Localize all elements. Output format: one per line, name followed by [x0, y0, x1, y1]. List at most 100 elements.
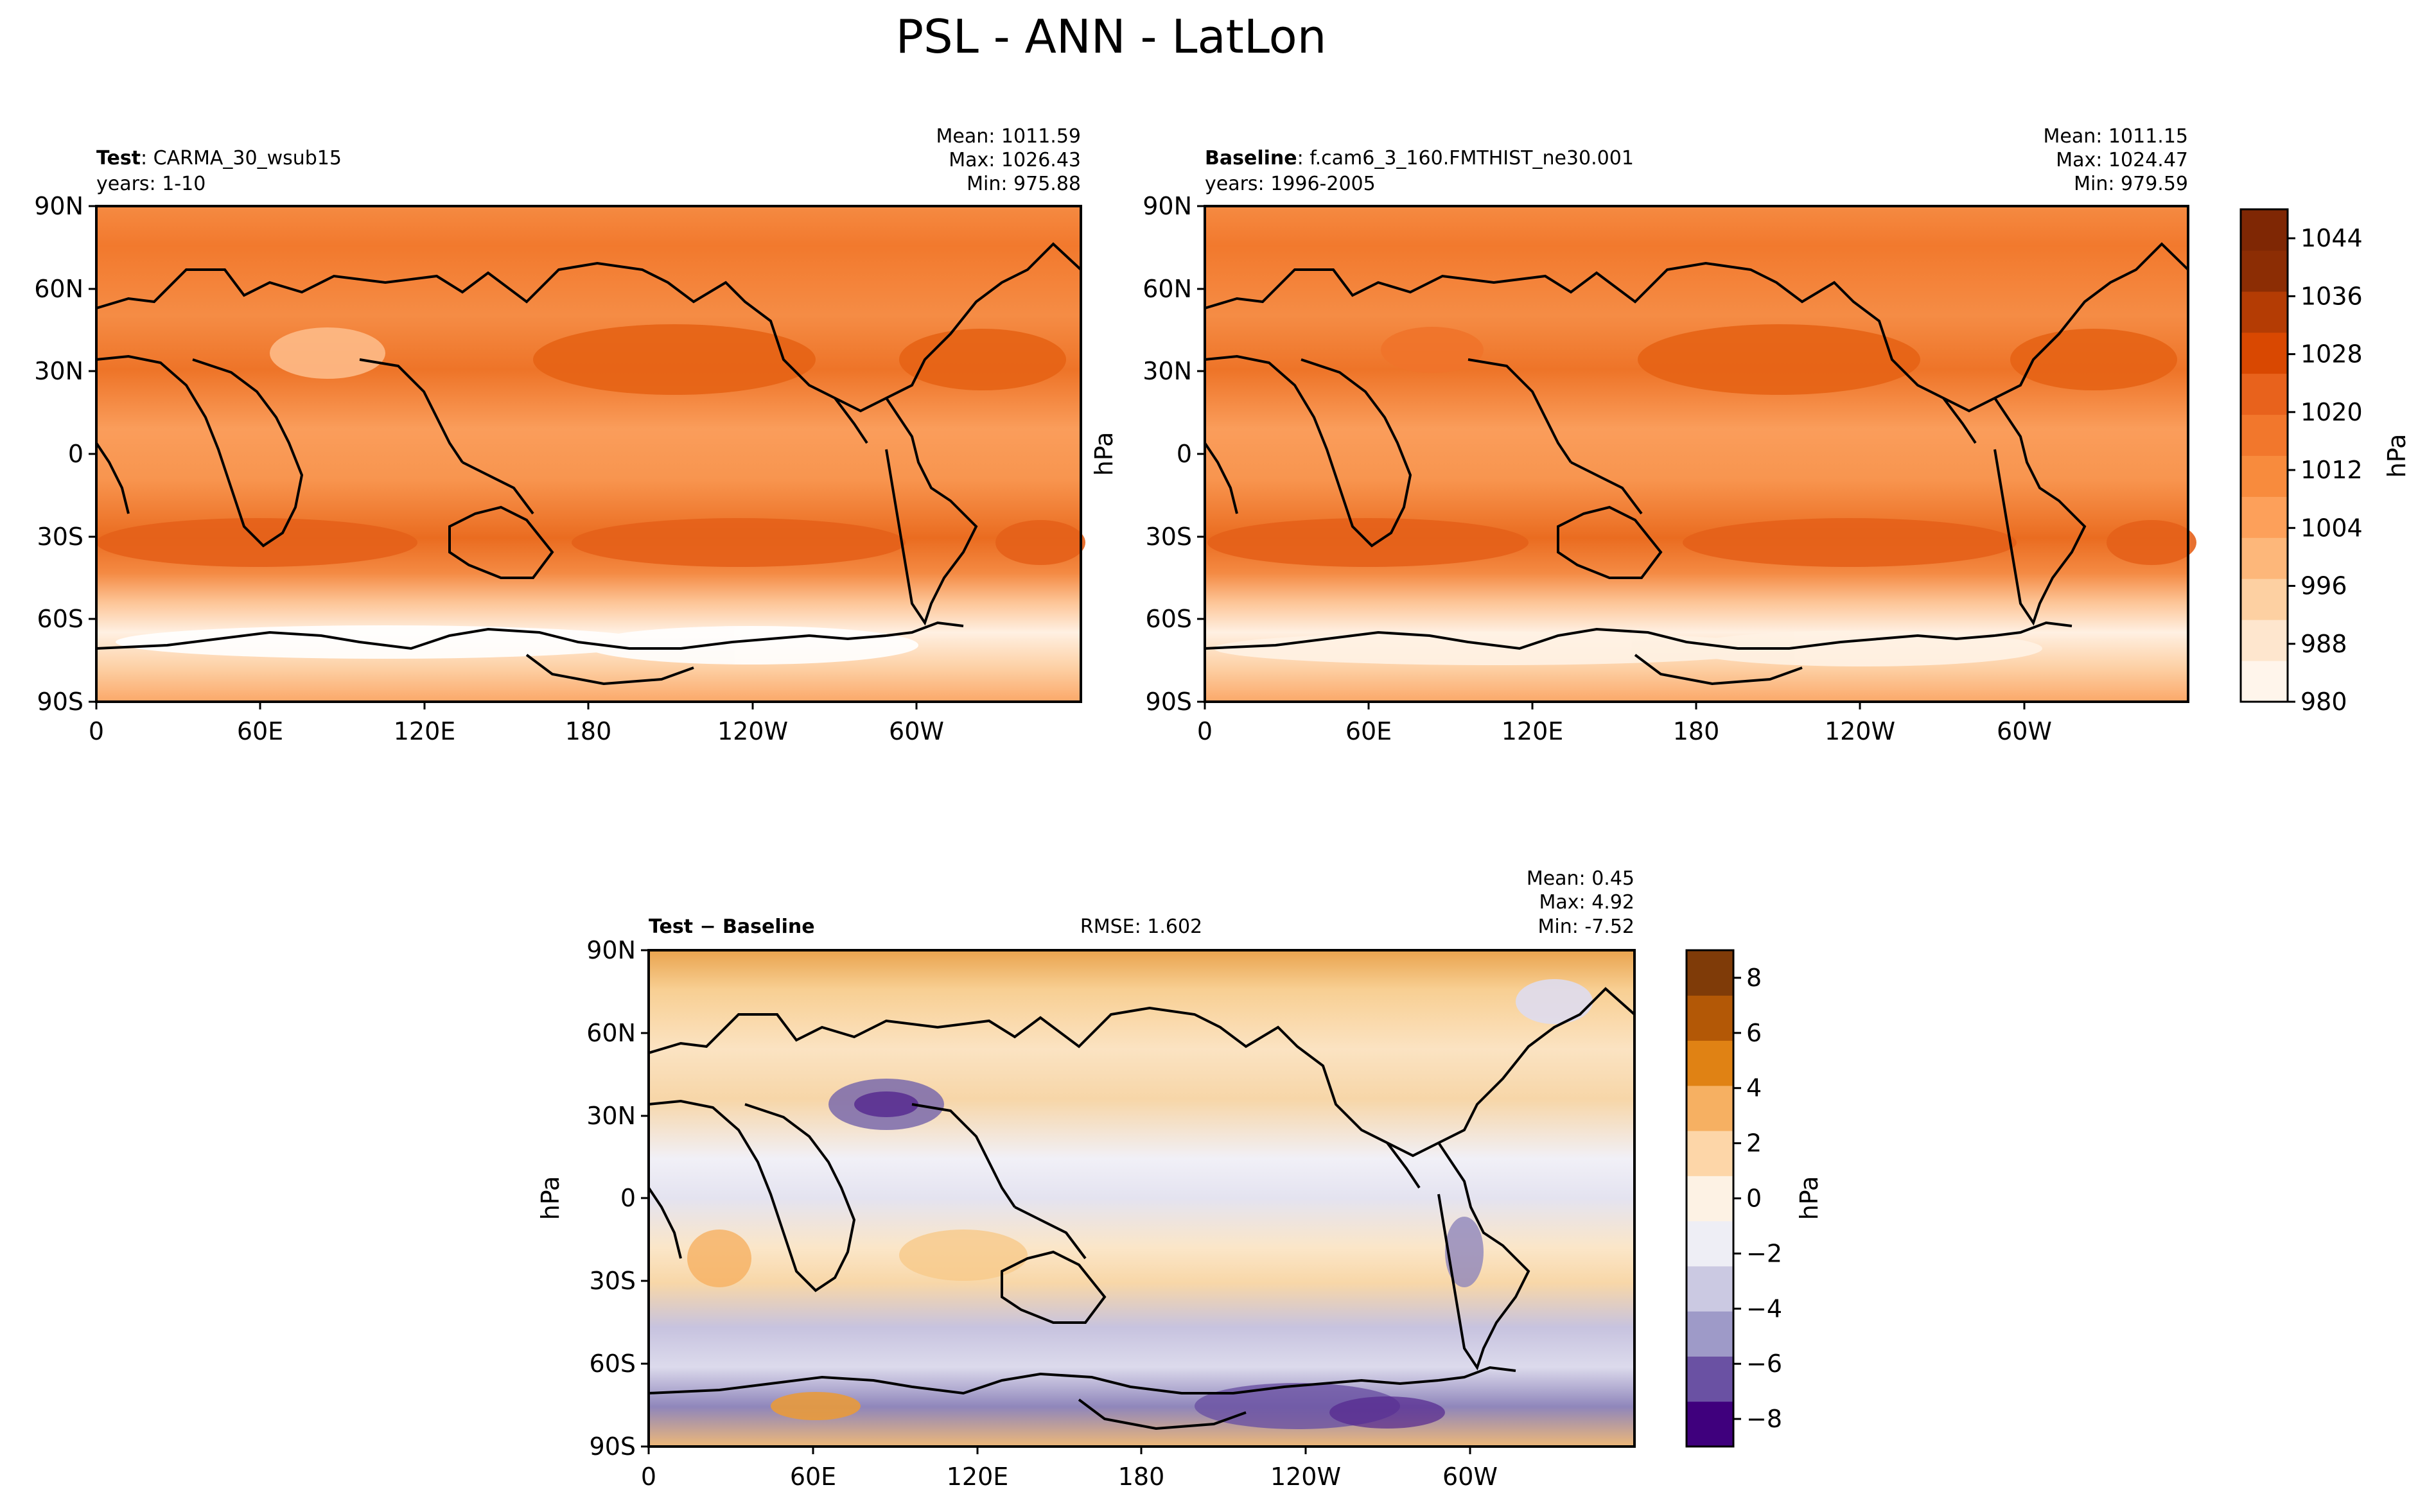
baseline-ylabel: hPa [1090, 432, 1118, 476]
test-map-features [96, 324, 1085, 665]
diff-colorbar-tick-label: −8 [1746, 1405, 1782, 1433]
diff-colorbar-tick-label: 8 [1746, 964, 1762, 992]
diff-colorbar-tick-label: −6 [1746, 1350, 1782, 1378]
test-lon-tick: 60E [237, 717, 283, 745]
baseline-map-field [1205, 206, 2188, 702]
baseline-lat-ticks: 90N 60N 30N 0 30S 60S 90S [1143, 192, 1205, 716]
main-colorbar-tick-label: 988 [2300, 630, 2347, 658]
diff-colorbar-band [1687, 1221, 1733, 1267]
diff-map-field [649, 950, 1634, 1447]
diff-colorbar-band [1687, 1176, 1733, 1222]
baseline-lon-tick: 120E [1502, 717, 1564, 745]
diff-lon-tick: 60E [790, 1463, 836, 1491]
test-case-name: : CARMA_30_wsub15 [141, 147, 342, 169]
baseline-lon-tick: 60W [1997, 717, 2052, 745]
main-colorbar-tick-label: 1036 [2300, 282, 2363, 310]
baseline-lon-tick: 0 [1197, 717, 1213, 745]
diff-lat-tick: 30N [586, 1102, 636, 1130]
diff-lat-ticks: 90N 60N 30N 0 30S 60S 90S [586, 936, 649, 1461]
diff-lon-ticks: 0 60E 120E 180 120W 60W [641, 1447, 1498, 1491]
main-colorbar-band [2241, 332, 2288, 374]
baseline-lat-tick: 0 [1177, 440, 1192, 468]
main-colorbar-tick-label: 1028 [2300, 340, 2363, 369]
test-lat-tick: 90S [37, 688, 83, 716]
diff-colorbar-unit: hPa [1795, 1176, 1823, 1221]
svg-text:Baseline: f.cam6_3_160.FMTHIST: Baseline: f.cam6_3_160.FMTHIST_ne30.001 [1205, 147, 1634, 169]
diff-lon-tick: 0 [641, 1463, 656, 1491]
diff-colorbar-band [1687, 1356, 1733, 1402]
diff-coastlines [647, 987, 1636, 1430]
test-max: Max: 1026.43 [949, 149, 1081, 171]
figure-title: PSL - ANN - LatLon [896, 10, 1327, 64]
baseline-case-name: : f.cam6_3_160.FMTHIST_ne30.001 [1297, 147, 1634, 169]
baseline-lon-ticks: 0 60E 120E 180 120W 60W [1197, 702, 2052, 745]
diff-map-features [687, 979, 1593, 1429]
baseline-label: Baseline [1205, 147, 1297, 169]
diff-colorbar-band [1687, 995, 1733, 1041]
baseline-lat-tick: 60N [1143, 275, 1192, 303]
diff-lon-tick: 120E [947, 1463, 1009, 1491]
diff-lat-tick: 60N [586, 1019, 636, 1047]
diff-colorbar-tick-label: 6 [1746, 1019, 1762, 1047]
main-colorbar-tick-label: 1020 [2300, 398, 2363, 426]
main-colorbar-ticks: 1044 1036 1028 1020 1012 1004 996 988 980 [2288, 224, 2363, 716]
diff-ylabel: hPa [536, 1176, 565, 1221]
diff-colorbar: 8 6 4 2 0 −2 −4 −6 −8 hPa [1685, 949, 1823, 1448]
main-colorbar-frame [2239, 208, 2289, 703]
main-colorbar-band [2241, 291, 2288, 333]
test-lat-ticks: 90N 60N 30N 0 30S 60S 90S [34, 192, 96, 716]
test-mean: Mean: 1011.59 [936, 125, 1081, 148]
main-colorbar-bands [2241, 209, 2288, 702]
diff-lon-tick: 60W [1442, 1463, 1498, 1491]
baseline-lat-tick: 90N [1143, 192, 1192, 220]
test-lon-ticks: 0 60E 120E 180 120W 60W [89, 702, 944, 745]
diff-lat-tick: 90N [586, 936, 636, 964]
diff-colorbar-band [1687, 1085, 1733, 1131]
test-coastlines [95, 242, 1082, 686]
diff-colorbar-band [1687, 1311, 1733, 1357]
main-colorbar-band [2241, 373, 2288, 415]
diff-lat-tick: 30S [590, 1267, 636, 1295]
test-lon-tick: 120E [394, 717, 456, 745]
test-lon-tick: 0 [89, 717, 104, 745]
test-lat-tick: 0 [68, 440, 83, 468]
test-panel: Test: CARMA_30_wsub15 years: 1-10 Mean: … [34, 125, 1085, 745]
test-lon-tick: 60W [889, 717, 944, 745]
main-colorbar-tick-label: 980 [2300, 688, 2347, 716]
diff-colorbar-band [1687, 1401, 1733, 1447]
diff-colorbar-ticks: 8 6 4 2 0 −2 −4 −6 −8 [1733, 964, 1782, 1433]
diff-colorbar-band [1687, 1131, 1733, 1176]
main-colorbar-band [2241, 496, 2288, 538]
test-years: years: 1-10 [96, 173, 206, 195]
test-min: Min: 975.88 [967, 173, 1081, 195]
main-colorbar-tick-label: 1012 [2300, 456, 2363, 484]
baseline-years: years: 1996-2005 [1205, 173, 1376, 195]
diff-rmse: RMSE: 1.602 [1080, 916, 1202, 938]
main-colorbar-band [2241, 578, 2288, 620]
main-colorbar: 1044 1036 1028 1020 1012 1004 996 988 980 hPa [2239, 208, 2411, 716]
diff-mean: Mean: 0.45 [1527, 867, 1634, 890]
main-colorbar-band [2241, 661, 2288, 702]
diff-colorbar-bands [1687, 950, 1733, 1447]
test-lat-tick: 60S [37, 605, 83, 633]
diff-lat-tick: 60S [590, 1350, 636, 1378]
baseline-min: Min: 979.59 [2074, 173, 2188, 195]
diff-colorbar-tick-label: −2 [1746, 1239, 1782, 1267]
main-colorbar-tick-label: 1004 [2300, 514, 2363, 542]
diff-lon-tick: 180 [1118, 1463, 1165, 1491]
diff-lat-tick: 90S [590, 1432, 636, 1461]
main-colorbar-band [2241, 250, 2288, 292]
diff-min: Min: -7.52 [1538, 916, 1635, 938]
test-map-field [96, 206, 1081, 702]
main-colorbar-unit: hPa [2383, 434, 2411, 478]
test-lon-tick: 180 [565, 717, 612, 745]
diff-colorbar-tick-label: 0 [1746, 1185, 1762, 1213]
baseline-lon-tick: 120W [1825, 717, 1895, 745]
main-colorbar-band [2241, 414, 2288, 456]
diff-lon-tick: 120W [1270, 1463, 1341, 1491]
test-lat-tick: 90N [34, 192, 83, 220]
baseline-lat-tick: 60S [1146, 605, 1192, 633]
baseline-lat-tick: 30S [1146, 523, 1192, 551]
diff-colorbar-band [1687, 950, 1733, 996]
